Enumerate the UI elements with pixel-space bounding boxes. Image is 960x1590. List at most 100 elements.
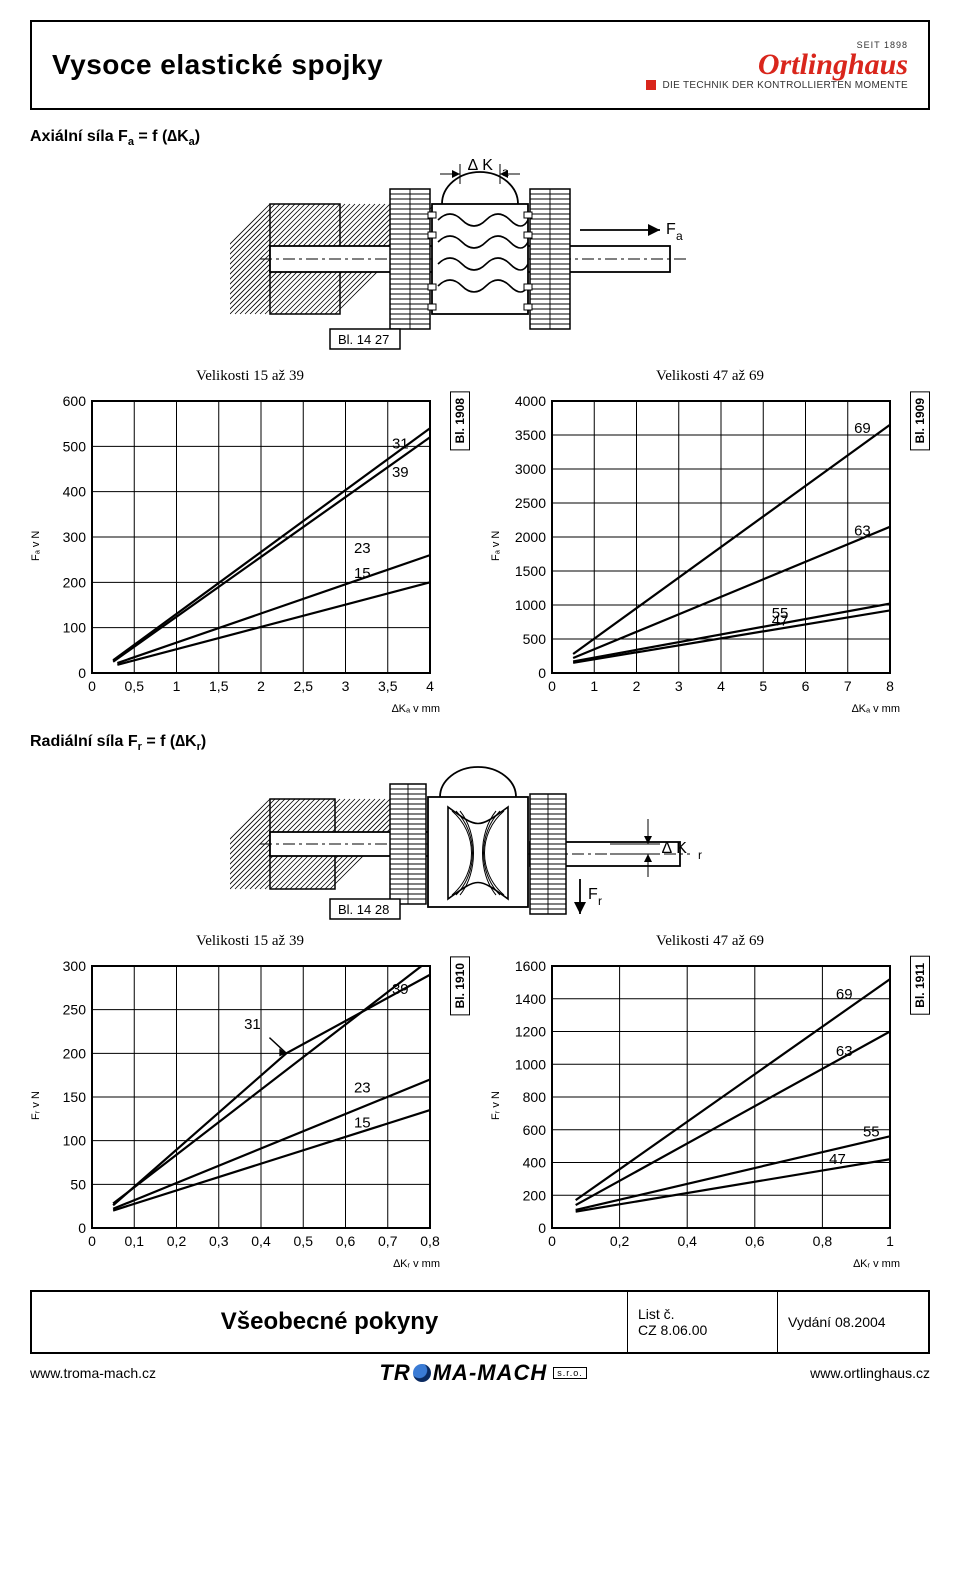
svg-text:0: 0 (538, 1220, 546, 1236)
header-box: Vysoce elastické spojky SEIT 1898 Ortlin… (30, 20, 930, 110)
svg-text:50: 50 (70, 1177, 86, 1193)
x-axis-label: ∆Kᵣ v mm (490, 1258, 930, 1270)
svg-text:0: 0 (78, 665, 86, 681)
svg-text:0: 0 (538, 665, 546, 681)
svg-text:2: 2 (257, 678, 265, 694)
svg-text:500: 500 (63, 439, 87, 455)
y-axis-label: Fᵣ v N (30, 956, 42, 1256)
troma-mach-logo: TR MA-MACH s.r.o. (379, 1360, 586, 1386)
svg-text:3000: 3000 (515, 461, 546, 477)
svg-text:69: 69 (854, 420, 871, 437)
svg-text:150: 150 (63, 1089, 87, 1105)
svg-text:4000: 4000 (515, 393, 546, 409)
svg-text:2000: 2000 (515, 529, 546, 545)
footer-edition-cell: Vydání 08.2004 (778, 1292, 928, 1352)
svg-text:0,4: 0,4 (251, 1233, 271, 1249)
svg-text:23: 23 (354, 540, 371, 557)
left-url: www.troma-mach.cz (30, 1365, 156, 1381)
svg-text:39: 39 (392, 981, 409, 998)
svg-text:2,5: 2,5 (294, 678, 314, 694)
svg-text:∆ K: ∆ K (662, 840, 687, 857)
plate-label: Bl. 1911 (910, 956, 930, 1015)
svg-text:1400: 1400 (515, 991, 546, 1007)
x-axis-label: ∆Kₐ v mm (490, 703, 930, 715)
svg-text:0,2: 0,2 (167, 1233, 187, 1249)
svg-text:8: 8 (886, 678, 894, 694)
axial-chart-15-39: Velikosti 15 až 39 Fₐ v N 00,511,522,533… (30, 368, 470, 715)
brand-block: SEIT 1898 Ortlinghaus DIE TECHNIK DER KO… (646, 40, 908, 91)
svg-text:200: 200 (63, 1046, 87, 1062)
svg-text:Bl. 14 27: Bl. 14 27 (338, 332, 389, 347)
x-axis-label: ∆Kₐ v mm (30, 703, 470, 715)
axial-chart-47-69: Velikosti 47 až 69 Fₐ v N 01234567805001… (490, 368, 930, 715)
svg-text:0,8: 0,8 (420, 1233, 440, 1249)
svg-text:0,3: 0,3 (209, 1233, 229, 1249)
svg-text:3500: 3500 (515, 427, 546, 443)
svg-text:Bl. 14 28: Bl. 14 28 (338, 902, 389, 917)
svg-text:55: 55 (772, 605, 789, 622)
svg-text:55: 55 (863, 1124, 880, 1141)
svg-text:F: F (588, 886, 598, 903)
radial-charts-row: Velikosti 15 až 39 Fᵣ v N 0 0,1 0,2 0,3 0,4 0… (30, 933, 930, 1270)
svg-text:23: 23 (354, 1080, 371, 1097)
svg-text:2: 2 (633, 678, 641, 694)
svg-text:1500: 1500 (515, 563, 546, 579)
radial-diagram: ∆ KrFrBl. 14 28 (30, 759, 930, 929)
svg-text:0,2: 0,2 (610, 1233, 630, 1249)
svg-text:6: 6 (802, 678, 810, 694)
svg-text:69: 69 (836, 986, 853, 1003)
bottom-row: www.troma-mach.cz TR MA-MACH s.r.o. www.… (30, 1360, 930, 1386)
list-code: CZ 8.06.00 (638, 1322, 707, 1338)
svg-text:800: 800 (523, 1089, 547, 1105)
footer-box: Všeobecné pokyny List č. CZ 8.06.00 Vydá… (30, 1290, 930, 1354)
svg-text:100: 100 (63, 1133, 87, 1149)
svg-text:400: 400 (63, 484, 87, 500)
svg-text:0,5: 0,5 (294, 1233, 314, 1249)
plate-label: Bl. 1910 (450, 956, 470, 1015)
svg-text:a: a (502, 165, 509, 179)
chart-title: Velikosti 15 až 39 (30, 933, 470, 950)
svg-text:63: 63 (836, 1043, 853, 1060)
svg-text:0,4: 0,4 (677, 1233, 697, 1249)
svg-text:4: 4 (426, 678, 434, 694)
svg-text:400: 400 (523, 1155, 547, 1171)
chart-title: Velikosti 47 až 69 (490, 368, 930, 385)
svg-text:300: 300 (63, 529, 87, 545)
svg-text:1200: 1200 (515, 1024, 546, 1040)
axial-diagram: ∆ KaFaBl. 14 27 (30, 154, 930, 364)
svg-text:600: 600 (523, 1122, 547, 1138)
svg-text:600: 600 (63, 393, 87, 409)
svg-text:1: 1 (886, 1233, 894, 1249)
svg-text:0,1: 0,1 (125, 1233, 145, 1249)
right-url: www.ortlinghaus.cz (810, 1365, 930, 1381)
brand-name: Ortlinghaus (646, 50, 908, 80)
svg-text:1,5: 1,5 (209, 678, 229, 694)
svg-text:3,5: 3,5 (378, 678, 398, 694)
svg-text:200: 200 (63, 575, 87, 591)
svg-text:5: 5 (759, 678, 767, 694)
brand-tagline: DIE TECHNIK DER KONTROLLIERTEN MOMENTE (646, 80, 908, 91)
svg-text:39: 39 (392, 464, 409, 481)
svg-text:a: a (676, 229, 683, 243)
x-axis-label: ∆Kᵣ v mm (30, 1258, 470, 1270)
page-title: Vysoce elastické spojky (52, 49, 383, 81)
svg-text:300: 300 (63, 958, 87, 974)
svg-text:F: F (666, 221, 676, 238)
svg-text:r: r (598, 894, 602, 908)
svg-text:0,7: 0,7 (378, 1233, 398, 1249)
svg-text:0: 0 (548, 1233, 556, 1249)
plate-label: Bl. 1909 (910, 391, 930, 450)
svg-text:100: 100 (63, 620, 87, 636)
chart-title: Velikosti 47 až 69 (490, 933, 930, 950)
svg-text:1: 1 (590, 678, 598, 694)
list-label: List č. (638, 1306, 675, 1322)
footer-list-cell: List č. CZ 8.06.00 (628, 1292, 778, 1352)
radial-heading: Radiální síla Fr = f (∆Kr) (30, 733, 930, 753)
edition-label: Vydání 08.2004 (788, 1314, 886, 1330)
y-axis-label: Fₐ v N (30, 391, 42, 701)
svg-text:1: 1 (173, 678, 181, 694)
svg-text:47: 47 (829, 1152, 846, 1169)
svg-text:31: 31 (392, 436, 409, 453)
svg-text:4: 4 (717, 678, 725, 694)
svg-text:0: 0 (78, 1220, 86, 1236)
